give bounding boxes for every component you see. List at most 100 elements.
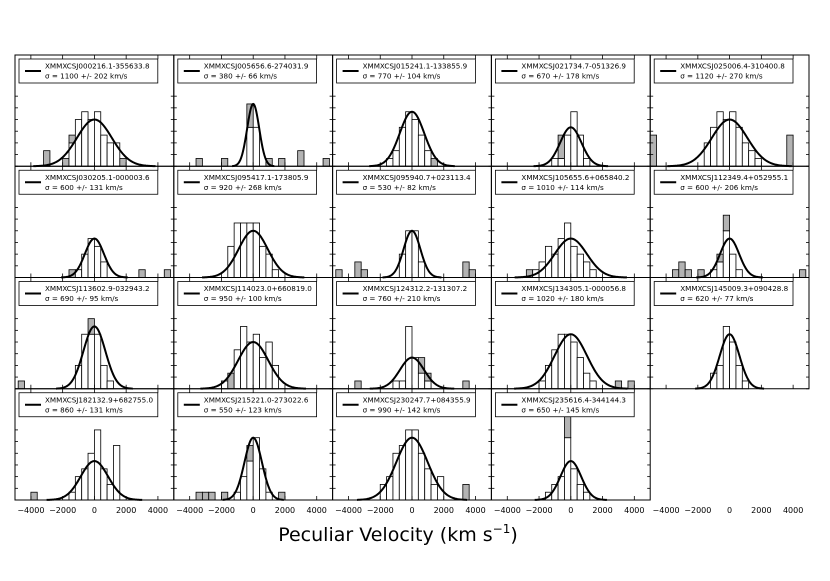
gaussian-fit-curve (382, 229, 442, 279)
histogram-bar-open (87, 333, 95, 390)
legend: XMMXCSJ105655.6+065840.2σ = 1010 +/- 114… (494, 169, 635, 195)
histogram-bar-open (583, 261, 591, 278)
histogram-bar-open (405, 111, 413, 167)
panel-14: XMMXCSJ134305.1-000056.8σ = 1020 +/- 180… (490, 277, 651, 390)
histogram-bar-open (735, 269, 743, 278)
histogram-bar-open (106, 142, 114, 167)
x-tick-label: −2000 (526, 506, 553, 515)
histogram-bar-open (589, 380, 597, 390)
histogram-bar-shaded (462, 484, 470, 501)
legend-box (336, 169, 476, 195)
histogram-bar-shaded (163, 269, 172, 278)
legend: XMMXCSJ112349.4+052955.1σ = 600 +/- 206 … (653, 169, 794, 195)
legend-cluster-name: XMMXCSJ021734.7-051326.9 (521, 62, 626, 71)
legend-box (177, 281, 318, 306)
histogram-bar-shaded (799, 269, 807, 278)
x-tick-label: 4000 (783, 506, 803, 515)
legend-cluster-name: XMMXCSJ025006.4-310400.8 (680, 62, 785, 71)
histogram-bar-open (246, 460, 254, 501)
legend-box (494, 169, 635, 195)
legend-sigma: σ = 920 +/- 268 km/s (204, 183, 282, 192)
legend-sigma: σ = 670 +/- 178 km/s (521, 72, 599, 81)
x-tick-label: 0 (727, 506, 732, 515)
legend-box (653, 58, 794, 84)
x-tick-label: 2000 (275, 506, 295, 515)
histogram-bar-shaded (30, 491, 38, 501)
histogram-bar-open (716, 364, 724, 390)
legend-sigma: σ = 1010 +/- 114 km/s (521, 183, 604, 192)
legend-box (18, 58, 159, 84)
x-tick-labels: −4000 −2000 0 2000 4000 −4000 −2000 0 2000 4000 −4… (17, 506, 803, 515)
legend-box (336, 58, 476, 84)
histogram-bar-open (417, 372, 426, 390)
histogram-bar-open (94, 245, 102, 278)
x-tick-label: −2000 (49, 506, 76, 515)
legend-sigma: σ = 990 +/- 142 km/s (363, 405, 441, 414)
x-tick-label: 0 (409, 506, 414, 515)
x-tick-label: −2000 (367, 506, 394, 515)
x-axis-label: Peculiar Velocity (km s−1) (278, 522, 518, 546)
legend-sigma: σ = 620 +/- 77 km/s (680, 294, 753, 303)
legend: XMMXCSJ025006.4-310400.8σ = 1120 +/- 270… (653, 58, 794, 84)
legend: XMMXCSJ030205.1-000003.6σ = 600 +/- 131 … (18, 169, 159, 195)
histogram-bar-open (417, 452, 426, 501)
gaussian-fit-curve (534, 460, 607, 501)
legend-cluster-name: XMMXCSJ095940.7+023113.4 (363, 173, 471, 182)
legend-sigma: σ = 1020 +/- 180 km/s (521, 294, 604, 303)
legend-cluster-name: XMMXCSJ030205.1-000003.6 (45, 173, 150, 182)
x-tick-label: 0 (92, 506, 97, 515)
gaussian-fit-curve (369, 356, 455, 390)
panel-10: XMMXCSJ112349.4+052955.1σ = 600 +/- 206 … (649, 165, 810, 279)
legend-cluster-name: XMMXCSJ134305.1-000056.8 (521, 284, 626, 293)
legend-sigma: σ = 530 +/- 82 km/s (363, 183, 436, 192)
legend-cluster-name: XMMXCSJ145009.3+090428.8 (680, 284, 788, 293)
panel-7: XMMXCSJ095417.1-173805.9σ = 920 +/- 268 … (173, 165, 334, 279)
histogram-bar-shaded (672, 269, 680, 278)
histogram-bar-shaded (335, 269, 343, 278)
legend: XMMXCSJ095417.1-173805.9σ = 920 +/- 268 … (177, 169, 318, 195)
histogram-bar-open (417, 134, 426, 167)
x-tick-label: 4000 (465, 506, 485, 515)
legend-cluster-name: XMMXCSJ235616.4-344144.3 (521, 395, 626, 404)
x-tick-label: 4000 (307, 506, 327, 515)
histogram-bar-open (100, 134, 108, 167)
panel-16: XMMXCSJ182132.9+682755.0σ = 860 +/- 131 … (14, 388, 175, 501)
panel-grid: XMMXCSJ000216.1-355633.8σ = 1100 +/- 202… (14, 54, 810, 501)
gaussian-fit-curve (696, 237, 763, 279)
legend-cluster-name: XMMXCSJ005656.6-274031.9 (204, 62, 309, 71)
histogram-bar-open (557, 158, 565, 167)
histogram-bar-open (240, 222, 248, 278)
histogram-bar-shaded (354, 380, 362, 390)
histogram-bar-open (716, 261, 724, 278)
histogram-bar-open (735, 364, 743, 390)
histogram-bar-open (570, 468, 578, 501)
gaussian-fit-curve (200, 341, 307, 390)
x-axis-label-exponent: −1 (493, 522, 511, 536)
x-tick-label: −4000 (335, 506, 362, 515)
histogram-bar-shaded (354, 261, 362, 278)
legend: XMMXCSJ113602.9-032943.2σ = 690 +/- 95 k… (18, 281, 159, 306)
legend: XMMXCSJ000216.1-355633.8σ = 1100 +/- 202… (18, 58, 159, 84)
panel-19: XMMXCSJ235616.4-344144.3σ = 650 +/- 145 … (490, 388, 651, 501)
histogram-bar-open (741, 380, 750, 390)
histogram-bar-open (424, 380, 432, 390)
histogram-bar-shaded (138, 269, 146, 278)
histogram-bar-open (564, 437, 572, 501)
legend-box (494, 392, 635, 418)
histogram-bar-open (246, 341, 254, 390)
histogram-bar-shaded (678, 261, 686, 278)
gaussian-fit-curve (369, 110, 455, 168)
legend-sigma: σ = 770 +/- 104 km/s (363, 72, 441, 81)
histogram-bar-open (583, 372, 591, 390)
panel-5: XMMXCSJ025006.4-310400.8σ = 1120 +/- 270… (649, 54, 810, 168)
histogram-bar-open (398, 380, 407, 390)
legend-cluster-name: XMMXCSJ124312.2-131307.2 (363, 284, 468, 293)
x-tick-label: −4000 (17, 506, 44, 515)
legend-box (177, 169, 318, 195)
histogram-bar-shaded (221, 158, 229, 167)
legend-box (653, 281, 794, 306)
histogram-bar-shaded (201, 491, 210, 501)
histogram-bar-open (106, 380, 114, 390)
histogram-bar-shaded (208, 491, 216, 501)
